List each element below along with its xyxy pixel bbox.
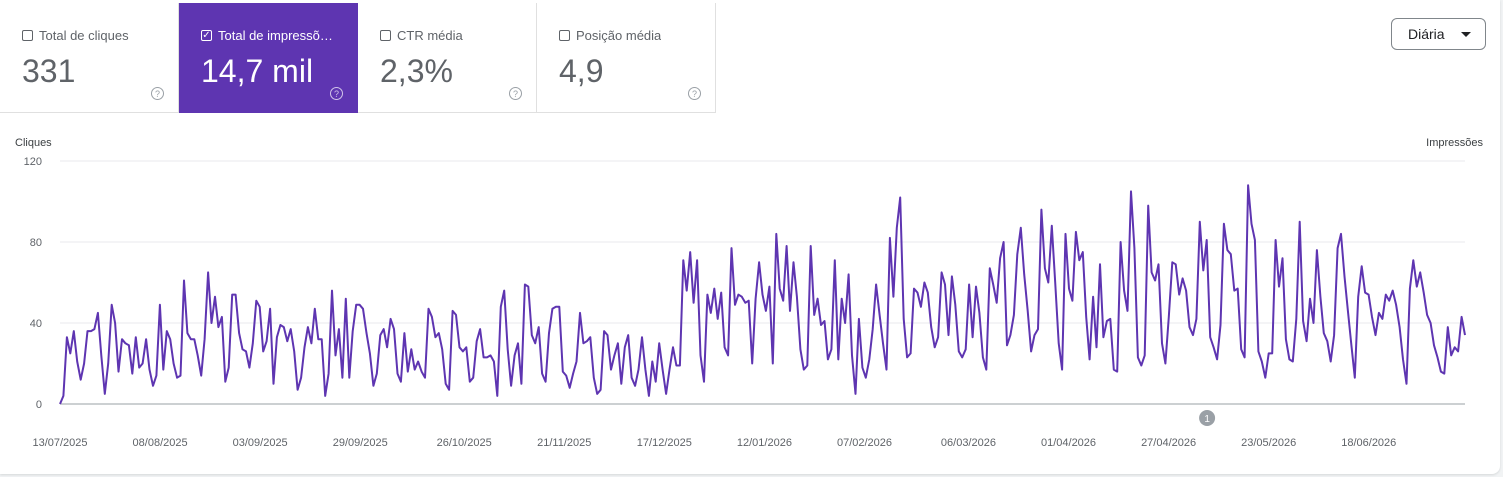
- x-tick-label: 12/01/2026: [737, 437, 792, 449]
- granularity-dropdown[interactable]: Diária: [1391, 18, 1486, 50]
- metric-total-impressions[interactable]: ✓ Total de impressõ… 14,7 mil ?: [179, 3, 358, 113]
- x-tick-label: 06/03/2026: [941, 437, 996, 449]
- y-tick-label: 120: [24, 156, 42, 168]
- metric-value: 14,7 mil: [201, 53, 314, 89]
- checkbox-checked-icon[interactable]: ✓: [201, 29, 212, 41]
- help-icon[interactable]: ?: [151, 87, 164, 100]
- granularity-label: Diária: [1408, 26, 1445, 42]
- y-tick-label: 80: [30, 237, 42, 249]
- x-tick-label: 23/05/2026: [1241, 437, 1296, 449]
- metric-average-ctr[interactable]: CTR média 2,3% ?: [358, 3, 537, 113]
- x-tick-label: 03/09/2025: [233, 437, 288, 449]
- metric-value: 4,9: [559, 53, 604, 89]
- x-tick-label: 08/08/2025: [133, 437, 188, 449]
- annotation-label: 1: [1204, 414, 1210, 425]
- left-axis-title: Cliques: [15, 137, 52, 149]
- x-tick-label: 21/11/2025: [537, 437, 591, 449]
- checkbox-icon[interactable]: [559, 30, 570, 41]
- y-tick-label: 40: [30, 318, 42, 330]
- x-tick-label: 13/07/2025: [32, 437, 87, 449]
- y-tick-label: 0: [36, 399, 42, 411]
- annotation-marker[interactable]: [1199, 410, 1216, 426]
- x-tick-label: 17/12/2025: [637, 437, 692, 449]
- right-axis-title: Impressões: [1426, 137, 1483, 149]
- caret-down-icon: [1461, 32, 1471, 37]
- metric-value: 2,3%: [380, 53, 453, 89]
- metric-average-position[interactable]: Posição média 4,9 ?: [537, 3, 716, 113]
- help-icon[interactable]: ?: [330, 87, 343, 100]
- metric-tabs: Total de cliques 331 ? ✓ Total de impres…: [0, 3, 720, 113]
- metric-total-clicks[interactable]: Total de cliques 331 ?: [0, 3, 179, 113]
- x-tick-label: 18/06/2026: [1341, 437, 1396, 449]
- help-icon[interactable]: ?: [509, 87, 522, 100]
- checkbox-icon[interactable]: [380, 30, 391, 41]
- help-icon[interactable]: ?: [688, 87, 701, 100]
- x-tick-label: 01/04/2026: [1041, 437, 1096, 449]
- metric-value: 331: [22, 53, 76, 89]
- x-tick-label: 29/09/2025: [333, 437, 388, 449]
- checkbox-icon[interactable]: [22, 30, 33, 41]
- x-tick-label: 26/10/2025: [437, 437, 492, 449]
- x-tick-label: 27/04/2026: [1141, 437, 1196, 449]
- impressions-series-line[interactable]: [59, 184, 1466, 405]
- x-tick-label: 07/02/2026: [837, 437, 892, 449]
